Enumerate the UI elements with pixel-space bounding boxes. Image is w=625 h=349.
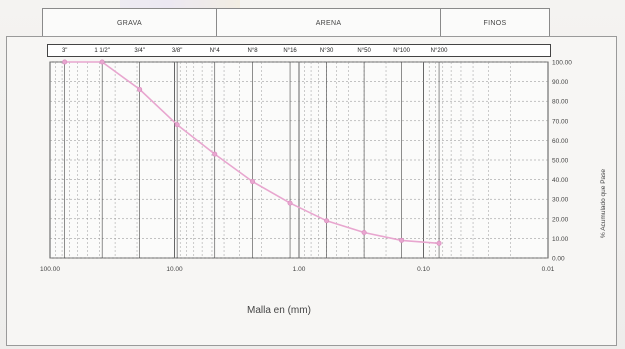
- y-tick-label: 90.00: [552, 79, 569, 86]
- sieve-label: N°30: [320, 48, 334, 54]
- data-point: [137, 86, 143, 92]
- data-point: [250, 179, 256, 185]
- x-axis-label: Malla en (mm): [247, 305, 311, 316]
- decorative-watermark: [120, 0, 240, 8]
- y-tick-label: 70.00: [552, 118, 569, 125]
- sieve-label: N°200: [431, 48, 448, 54]
- data-point: [62, 59, 68, 65]
- sieve-label: 3/8": [172, 48, 182, 54]
- data-point: [99, 59, 105, 65]
- x-tick-label: 100.00: [40, 266, 60, 273]
- sieve-label: N°4: [210, 48, 221, 54]
- y-tick-label: 50.00: [552, 158, 569, 165]
- data-point: [436, 240, 442, 246]
- x-tick-label: 10.00: [166, 266, 183, 273]
- y-tick-label: 10.00: [552, 236, 569, 243]
- x-tick-label: 0.01: [542, 266, 555, 273]
- y-tick-label: 60.00: [552, 138, 569, 145]
- data-point: [287, 200, 293, 206]
- y-tick-label: 30.00: [552, 197, 569, 204]
- sieve-label: N°100: [393, 48, 410, 54]
- band-grava: GRAVA: [43, 9, 217, 37]
- y-tick-label: 40.00: [552, 177, 569, 184]
- sieve-label: 3/4": [134, 48, 144, 54]
- sieve-label: 3": [62, 48, 67, 54]
- y-tick-label: 80.00: [552, 99, 569, 106]
- y-tick-label: 20.00: [552, 216, 569, 223]
- data-point: [174, 122, 180, 128]
- sieve-label: N°50: [357, 48, 371, 54]
- data-point: [361, 230, 367, 236]
- data-point: [324, 218, 330, 224]
- band-arena: ARENA: [217, 9, 441, 37]
- sieve-label: N°8: [248, 48, 259, 54]
- y-tick-label: 0.00: [552, 256, 565, 263]
- band-finos: FINOS: [483, 19, 507, 27]
- sieve-label: 1 1/2": [94, 48, 109, 54]
- x-tick-label: 0.10: [417, 266, 430, 273]
- y-axis-label: % Acumulado que Pase: [600, 168, 607, 238]
- y-tick-label: 100.00: [552, 60, 572, 67]
- data-point: [399, 237, 405, 243]
- x-tick-label: 1.00: [293, 266, 306, 273]
- sieve-label-row: [47, 44, 551, 57]
- sieve-label: N°16: [283, 48, 297, 54]
- data-point: [212, 151, 218, 157]
